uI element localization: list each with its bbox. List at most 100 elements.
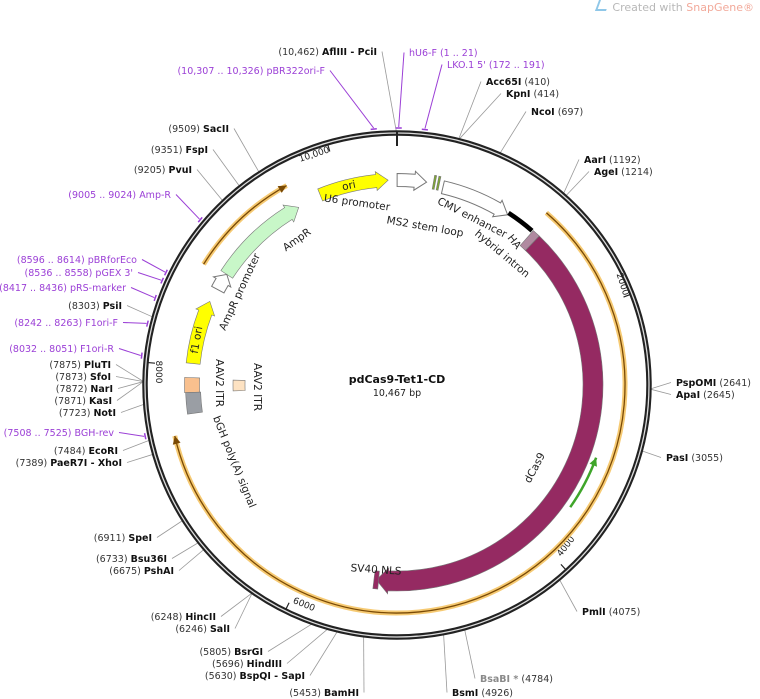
enzyme-pasi[interactable]: PasI (3055) [666, 453, 723, 464]
feature-feature[interactable] [569, 457, 598, 508]
primer-bgh-rev[interactable]: (7508 .. 7525) BGH-rev [4, 428, 115, 439]
ori-feature[interactable]: ori [317, 171, 389, 202]
feature-label: AAV2 ITR [213, 359, 225, 407]
site-name: BamHI [324, 688, 359, 699]
enzyme-bsmi[interactable]: BsmI (4926) [452, 688, 513, 699]
site-name: SpeI [128, 533, 152, 544]
aav2-itr-feature[interactable]: AAV2 ITR [184, 359, 225, 407]
enzyme-kasi[interactable]: (7871) KasI [54, 396, 112, 407]
enzyme-pshai[interactable]: (6675) PshAI [109, 566, 174, 577]
site-position: (10,462) [278, 47, 319, 58]
enzyme-hindiii[interactable]: (5696) HindIII [212, 659, 282, 670]
enzyme-pvui[interactable]: (9205) PvuI [134, 165, 192, 176]
primer-amp-r[interactable]: (9005 .. 9024) Amp-R [68, 190, 171, 201]
enzyme-afliii-pcii[interactable]: (10,462) AflIII - PciI [278, 47, 377, 58]
enzyme-apai[interactable]: ApaI (2645) [676, 390, 735, 401]
site-leader-line [178, 549, 204, 571]
enzyme-pluti[interactable]: (7875) PluTI [49, 360, 111, 371]
site-name: PasI [666, 453, 688, 464]
primer-f1ori-r[interactable]: (8032 .. 8051) F1ori-R [9, 344, 114, 355]
enzyme-bsrgi[interactable]: (5805) BsrGI [199, 647, 263, 658]
primer-hu6-f[interactable]: hU6-F (1 .. 21) [409, 48, 478, 59]
site-position: (7873) [55, 372, 87, 383]
site-name: Acc65I [486, 77, 521, 88]
site-name: ApaI [676, 390, 700, 401]
enzyme-ncoi[interactable]: NcoI (697) [531, 107, 583, 118]
enzyme-bspqi-sapi[interactable]: (5630) BspQI - SapI [205, 671, 305, 682]
enzyme-pspomi[interactable]: PspOMI (2641) [676, 378, 751, 389]
enzyme-psii[interactable]: (8303) PsiI [68, 301, 122, 312]
orf-line [203, 184, 287, 265]
primer-pgex-3[interactable]: (8536 .. 8558) pGEX 3' [25, 268, 133, 279]
primer-mark [421, 128, 429, 131]
site-leader-line [286, 628, 328, 664]
enzyme-spei[interactable]: (6911) SpeI [94, 533, 152, 544]
orf-line [174, 212, 626, 614]
enzyme-noti[interactable]: (7723) NotI [59, 408, 116, 419]
site-position: (414) [534, 89, 560, 100]
site-leader-line [650, 388, 672, 395]
enzyme-pmli[interactable]: PmlI (4075) [582, 607, 640, 618]
site-leader-line [381, 51, 397, 132]
enzyme-hincii[interactable]: (6248) HincII [151, 612, 216, 623]
enzyme-aari[interactable]: AarI (1192) [584, 155, 641, 166]
site-position: (5453) [289, 688, 321, 699]
feature-feature[interactable] [172, 210, 628, 616]
primer-pbrforeco[interactable]: (8596 .. 8614) pBRforEco [17, 255, 137, 266]
site-name: NarI [90, 384, 113, 395]
enzyme-agei[interactable]: AgeI (1214) [594, 167, 653, 178]
arrowhead-icon [172, 435, 181, 445]
feature-label: MS2 stem loop [386, 214, 465, 239]
site-leader-line [116, 381, 144, 401]
site-position: (1214) [621, 167, 653, 178]
sv40-nls-feature[interactable]: SV40 NLS [350, 562, 402, 590]
enzyme-bsabi[interactable]: BsaBI * (4784) [480, 674, 553, 685]
enzyme-bsu36i[interactable]: (6733) Bsu36I [96, 554, 167, 565]
enzyme-nari[interactable]: (7872) NarI [56, 384, 113, 395]
site-position: (1192) [609, 155, 641, 166]
site-position: (3055) [691, 453, 723, 464]
site-position: (8032 .. 8051) [9, 344, 77, 355]
site-name: SacII [203, 124, 229, 135]
site-position: (2645) [703, 390, 735, 401]
enzyme-sacii[interactable]: (9509) SacII [168, 124, 229, 135]
primer-lko-1-5[interactable]: LKO.1 5' (172 .. 191) [447, 60, 545, 71]
feature-label: HA [505, 232, 524, 252]
site-position: (5696) [212, 659, 244, 670]
site-name: HincII [185, 612, 216, 623]
site-name: BspQI - SapI [240, 671, 305, 682]
site-leader-line [234, 593, 253, 629]
site-name: AflIII - PciI [322, 47, 377, 58]
site-name: Bsu36I [131, 554, 167, 565]
primer-prs-marker[interactable]: (8417 .. 8436) pRS-marker [0, 283, 126, 294]
enzyme-fspi[interactable]: (9351) FspI [151, 145, 208, 156]
site-name: PmlI [582, 607, 606, 618]
site-name: PvuI [169, 165, 192, 176]
enzyme-sali[interactable]: (6246) SalI [175, 624, 230, 635]
watermark: Created with SnapGene® [595, 0, 754, 14]
site-name: BsmI [452, 688, 478, 699]
enzyme-acc65i[interactable]: Acc65I (410) [486, 77, 550, 88]
feature-feature[interactable] [435, 175, 442, 191]
feature-feature[interactable] [201, 183, 288, 266]
enzyme-paer7i-xhoi[interactable]: (7389) PaeR7I - XhoI [16, 458, 122, 469]
site-leader-line [650, 382, 672, 390]
site-leader-line [126, 454, 153, 463]
aav2-itr-feature[interactable]: AAV2 ITR [232, 363, 263, 411]
site-position: (8242 .. 8263) [14, 318, 82, 329]
enzyme-sfoi[interactable]: (7873) SfoI [55, 372, 111, 383]
site-name: AgeI [594, 167, 618, 178]
feature-label: AAV2 ITR [251, 363, 263, 411]
primer-pbr322ori-f[interactable]: (10,307 .. 10,326) pBR322ori-F [177, 66, 325, 77]
tick-label: 8000 [153, 361, 163, 384]
enzyme-bamhi[interactable]: (5453) BamHI [289, 688, 359, 699]
ampr-feature[interactable]: AmpR [220, 204, 313, 279]
f1-ori-feature[interactable]: f1 ori [185, 300, 216, 365]
primer-f1ori-f[interactable]: (8242 .. 8263) F1ori-F [14, 318, 118, 329]
enzyme-kpni[interactable]: KpnI (414) [506, 89, 559, 100]
site-position: (8417 .. 8436) [0, 283, 67, 294]
enzyme-ecori[interactable]: (7484) EcoRI [54, 446, 118, 457]
site-name: AarI [584, 155, 606, 166]
site-position: (8536 .. 8558) [25, 268, 93, 279]
